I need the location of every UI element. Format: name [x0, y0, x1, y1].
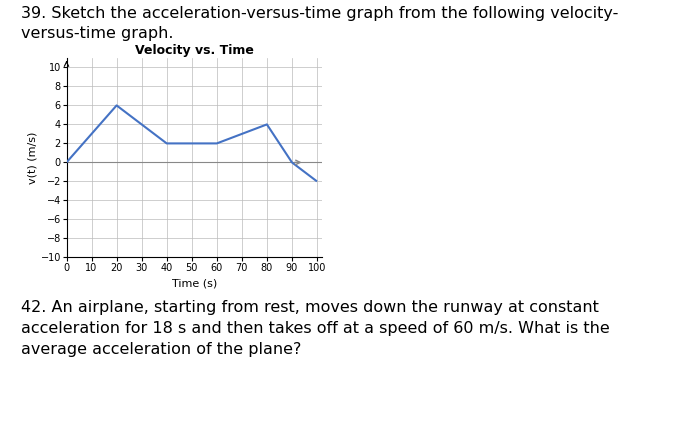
X-axis label: Time (s): Time (s) — [172, 278, 217, 289]
Y-axis label: v(t) (m/s): v(t) (m/s) — [28, 131, 38, 184]
Text: 39. Sketch the acceleration-versus-time graph from the following velocity-
versu: 39. Sketch the acceleration-versus-time … — [21, 6, 618, 41]
Title: Velocity vs. Time: Velocity vs. Time — [135, 44, 253, 57]
Text: 42. An airplane, starting from rest, moves down the runway at constant
accelerat: 42. An airplane, starting from rest, mov… — [21, 300, 610, 357]
